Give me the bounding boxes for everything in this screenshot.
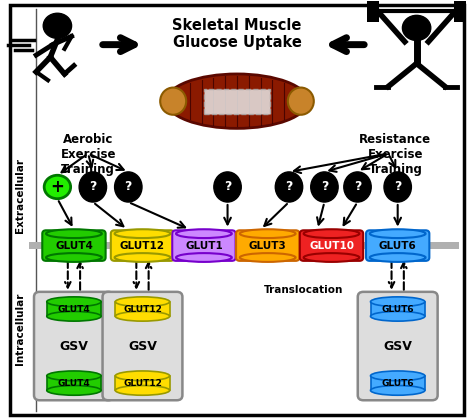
Ellipse shape — [46, 229, 102, 238]
Ellipse shape — [115, 371, 170, 381]
Ellipse shape — [47, 371, 101, 381]
Text: ?: ? — [354, 181, 361, 194]
Ellipse shape — [166, 74, 308, 129]
Text: GSV: GSV — [383, 339, 412, 352]
FancyBboxPatch shape — [42, 230, 106, 261]
Ellipse shape — [384, 172, 411, 202]
Ellipse shape — [176, 229, 232, 238]
Ellipse shape — [214, 172, 241, 202]
Text: ?: ? — [394, 181, 401, 194]
Bar — [367, 0, 379, 21]
Ellipse shape — [115, 229, 170, 238]
FancyBboxPatch shape — [366, 230, 429, 261]
Circle shape — [43, 13, 72, 38]
FancyBboxPatch shape — [115, 302, 170, 316]
Ellipse shape — [370, 253, 426, 262]
Text: +: + — [50, 178, 64, 196]
Ellipse shape — [371, 311, 425, 321]
Text: GLUT4: GLUT4 — [55, 241, 93, 251]
Text: GLUT12: GLUT12 — [123, 304, 162, 313]
Text: GLUT6: GLUT6 — [382, 378, 414, 388]
Ellipse shape — [115, 253, 170, 262]
Text: ?: ? — [125, 181, 132, 194]
Text: ?: ? — [285, 181, 292, 194]
Ellipse shape — [275, 172, 303, 202]
FancyBboxPatch shape — [47, 376, 101, 390]
Ellipse shape — [311, 172, 338, 202]
Ellipse shape — [79, 172, 107, 202]
Text: ?: ? — [224, 181, 231, 194]
Ellipse shape — [240, 229, 296, 238]
Text: Resistance
Exercise
Training: Resistance Exercise Training — [359, 133, 431, 176]
Bar — [29, 242, 459, 249]
Text: GSV: GSV — [128, 339, 157, 352]
FancyBboxPatch shape — [115, 376, 170, 390]
Text: GLUT4: GLUT4 — [57, 378, 91, 388]
FancyBboxPatch shape — [371, 302, 425, 316]
Text: GSV: GSV — [60, 339, 88, 352]
Ellipse shape — [160, 87, 186, 115]
Ellipse shape — [176, 253, 232, 262]
Text: GLUT3: GLUT3 — [249, 241, 287, 251]
Ellipse shape — [46, 253, 102, 262]
Ellipse shape — [115, 386, 170, 395]
Text: Aerobic
Exercise
Training: Aerobic Exercise Training — [60, 133, 116, 176]
Ellipse shape — [304, 253, 359, 262]
Ellipse shape — [371, 297, 425, 307]
Text: GLUT1: GLUT1 — [185, 241, 223, 251]
Circle shape — [44, 175, 71, 199]
Ellipse shape — [370, 229, 426, 238]
Text: ?: ? — [321, 181, 328, 194]
Text: Intracellular: Intracellular — [15, 293, 25, 365]
Text: Extracellular: Extracellular — [15, 158, 25, 233]
Ellipse shape — [371, 386, 425, 395]
FancyBboxPatch shape — [236, 230, 300, 261]
FancyBboxPatch shape — [300, 230, 363, 261]
Text: GLUT4: GLUT4 — [57, 304, 91, 313]
Ellipse shape — [47, 311, 101, 321]
Ellipse shape — [240, 253, 296, 262]
Bar — [455, 0, 466, 21]
Text: Skeletal Muscle
Glucose Uptake: Skeletal Muscle Glucose Uptake — [173, 18, 301, 50]
Ellipse shape — [47, 386, 101, 395]
Text: GLUT6: GLUT6 — [382, 304, 414, 313]
Ellipse shape — [371, 371, 425, 381]
FancyBboxPatch shape — [204, 89, 270, 114]
FancyBboxPatch shape — [371, 376, 425, 390]
Text: GLUT12: GLUT12 — [123, 378, 162, 388]
Text: GLUT6: GLUT6 — [379, 241, 417, 251]
FancyBboxPatch shape — [34, 292, 114, 400]
Ellipse shape — [115, 297, 170, 307]
Text: GLUT10: GLUT10 — [309, 241, 354, 251]
Ellipse shape — [304, 229, 359, 238]
Text: ?: ? — [89, 181, 97, 194]
Ellipse shape — [344, 172, 371, 202]
FancyBboxPatch shape — [111, 230, 174, 261]
Circle shape — [402, 16, 431, 40]
FancyBboxPatch shape — [47, 302, 101, 316]
FancyBboxPatch shape — [172, 230, 236, 261]
FancyBboxPatch shape — [358, 292, 438, 400]
Ellipse shape — [115, 172, 142, 202]
Text: GLUT12: GLUT12 — [120, 241, 165, 251]
Ellipse shape — [115, 311, 170, 321]
Ellipse shape — [288, 87, 314, 115]
Ellipse shape — [47, 297, 101, 307]
FancyBboxPatch shape — [10, 5, 464, 415]
Text: Translocation: Translocation — [264, 284, 343, 294]
FancyBboxPatch shape — [102, 292, 182, 400]
